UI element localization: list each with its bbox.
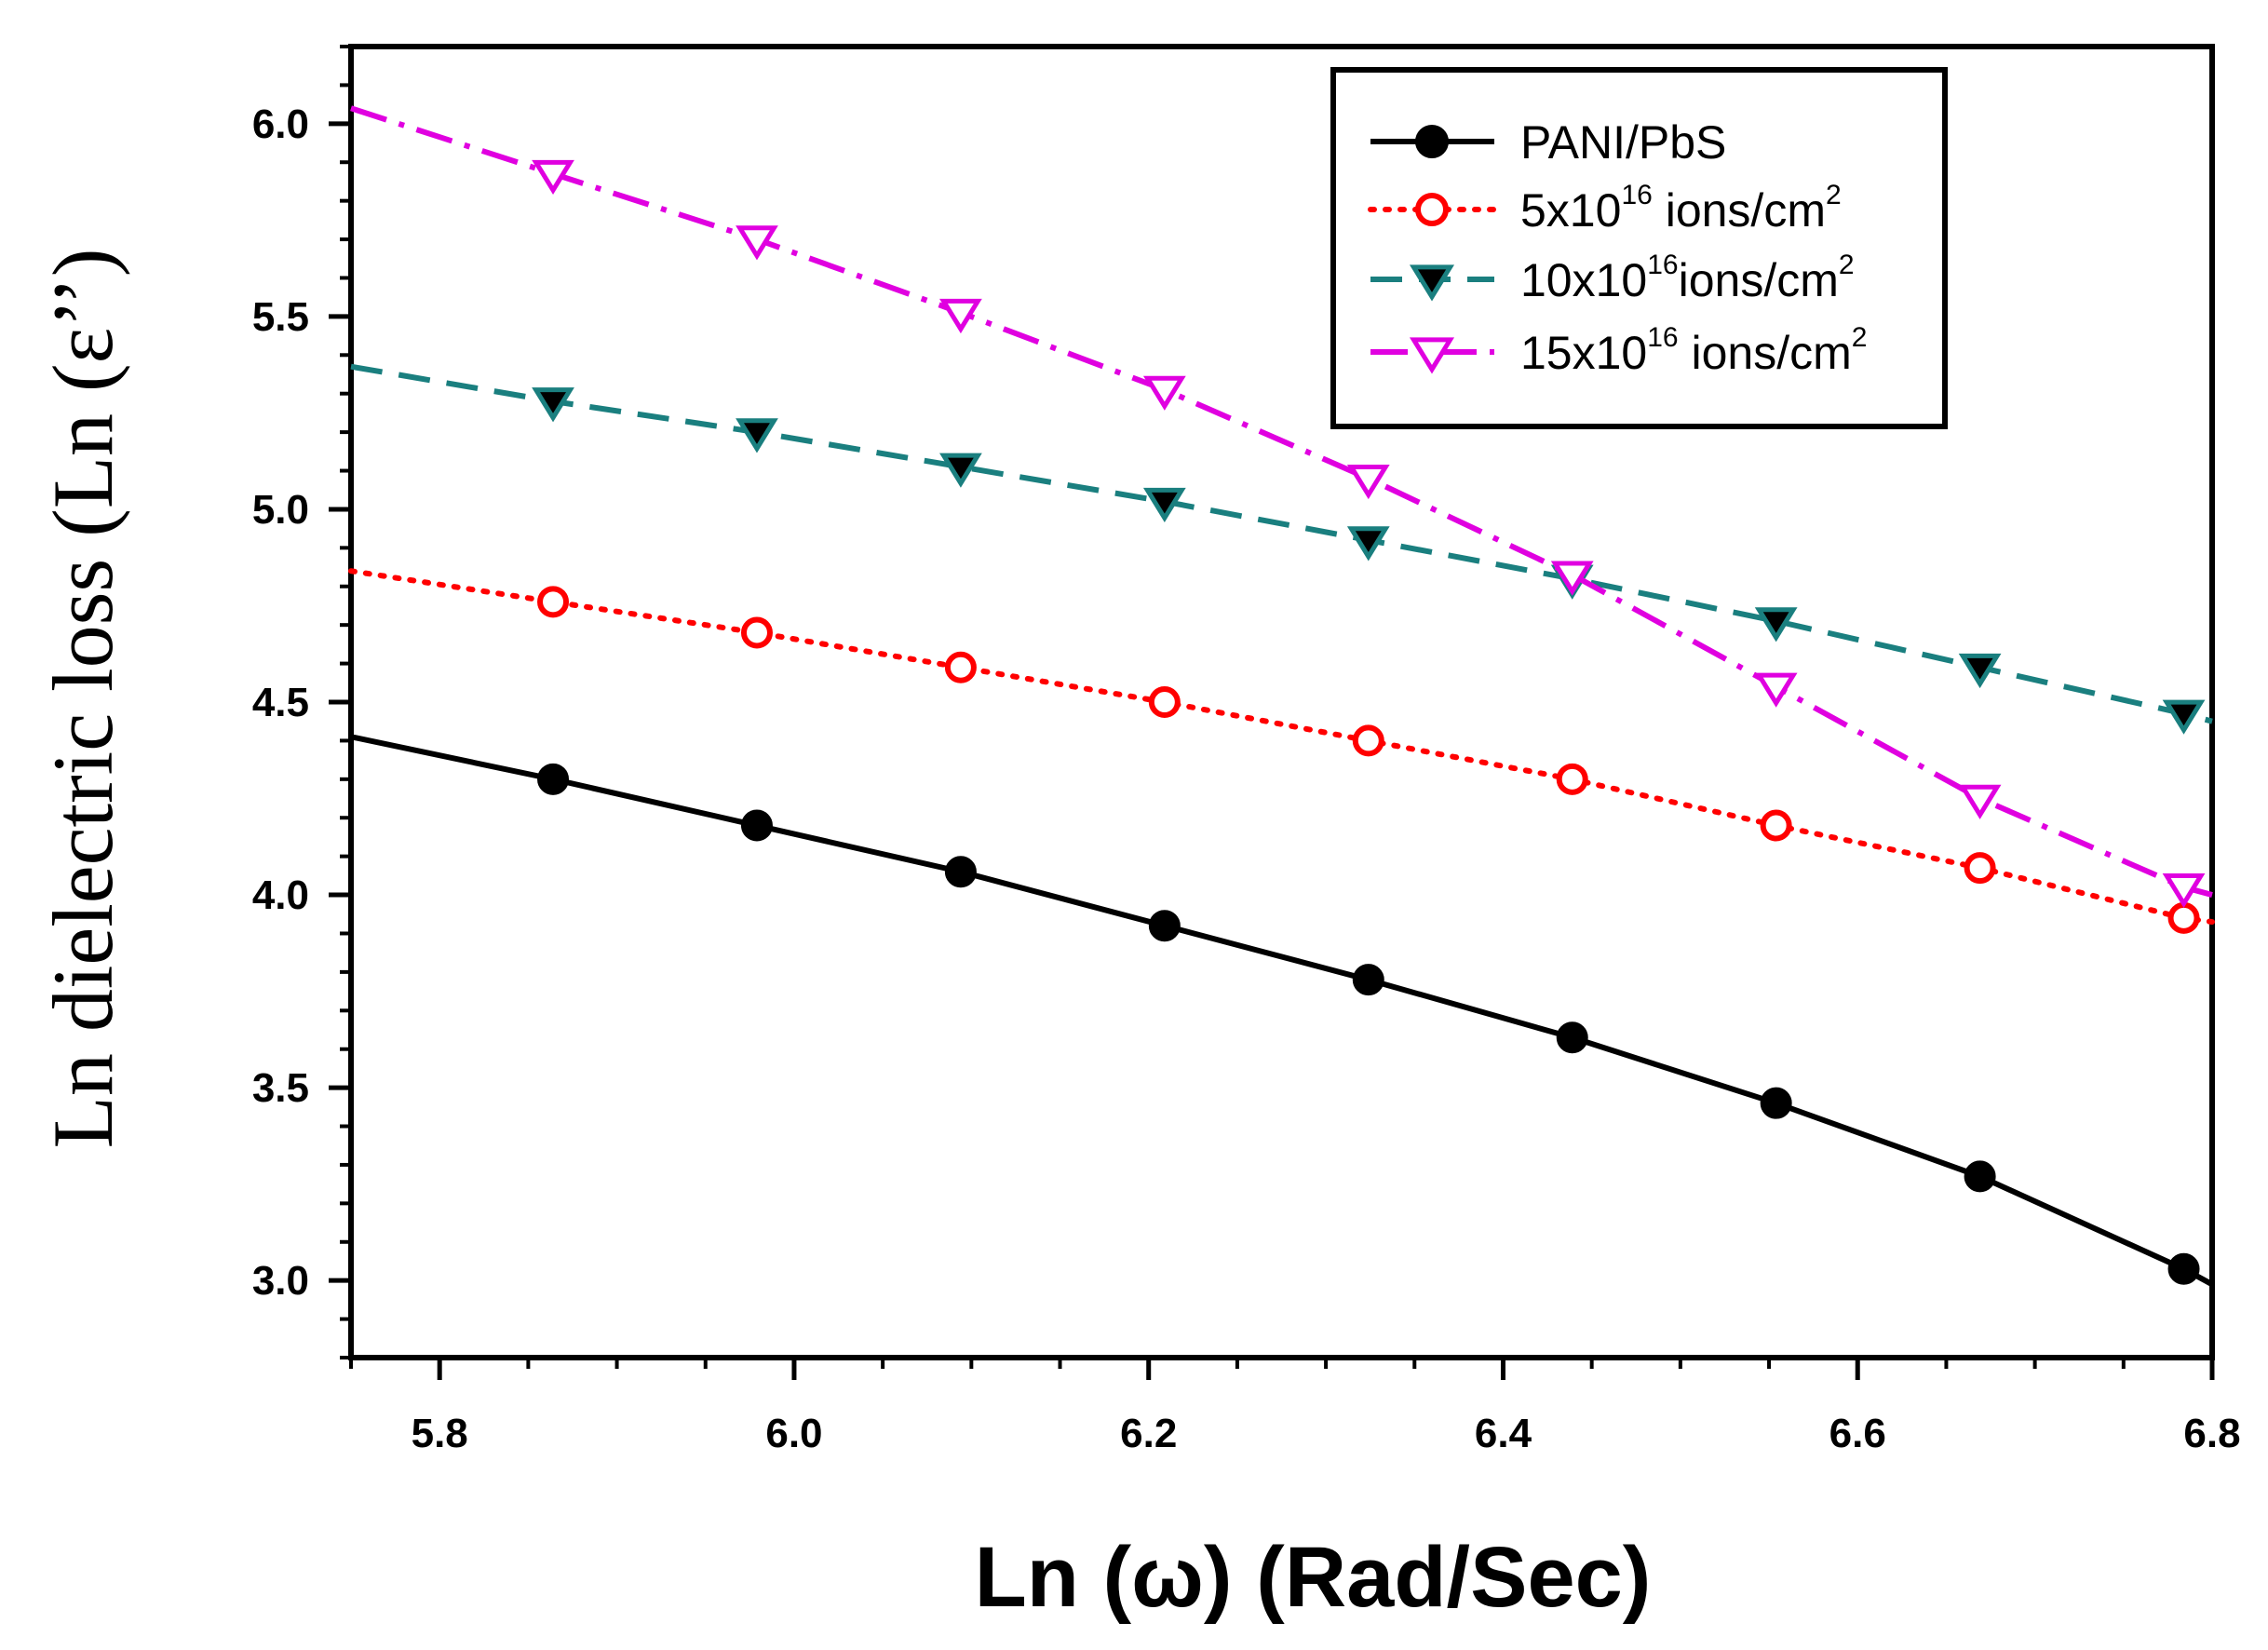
data-point [1760, 809, 1792, 842]
legend-label: 15x1016 ions/cm2 [1520, 322, 1867, 379]
x-axis-label: Ln (ω) (Rad/Sec) [975, 1530, 1652, 1625]
data-point [537, 763, 570, 795]
y-tick-label: 3.0 [252, 1258, 309, 1304]
data-point [1346, 526, 1390, 561]
data-point [1352, 964, 1384, 996]
data-point [1964, 852, 1996, 885]
x-tick-label: 6.2 [1120, 1411, 1177, 1456]
legend: PANI/PbS 5x1016 ions/cm2 10x1016ions/cm2 15… [1330, 67, 1948, 429]
data-point [1148, 686, 1181, 718]
legend-item-4: 15x1016 ions/cm2 [1370, 322, 1867, 379]
data-point [1352, 724, 1384, 757]
data-point [2167, 901, 2200, 934]
data-point [944, 651, 977, 683]
series-1 [350, 734, 2214, 1287]
series-3 [350, 363, 2213, 735]
legend-label: PANI/PbS [1520, 116, 1726, 169]
legend-label: 10x1016ions/cm2 [1520, 250, 1855, 306]
data-point [537, 586, 570, 618]
data-point [1556, 763, 1588, 795]
x-tick-label: 6.8 [2183, 1411, 2240, 1456]
y-tick-label: 4.5 [252, 680, 309, 725]
y-tick-label: 6.0 [252, 101, 309, 147]
data-point [1550, 561, 1594, 596]
data-point [1148, 910, 1181, 942]
data-point [1409, 337, 1455, 374]
series-2 [348, 568, 2215, 934]
data-point [1142, 375, 1186, 411]
data-point [939, 453, 982, 488]
data-point [740, 809, 773, 842]
data-point [944, 856, 977, 888]
legend-item-2: 5x1016 ions/cm2 [1368, 180, 1842, 237]
data-point [2162, 699, 2206, 735]
data-point [1409, 264, 1455, 302]
axis-ticks: 5.8 6.0 6.2 6.4 6.6 6.8 3.0 3.5 4.0 4.5 5.0 5.5 6.0 [252, 45, 2241, 1456]
data-point [1556, 1021, 1588, 1054]
data-point [736, 225, 778, 261]
data-point [532, 387, 574, 423]
data-point [1415, 193, 1449, 226]
data-point [1958, 653, 2002, 689]
data-point [1415, 125, 1449, 158]
y-tick-label: 3.5 [252, 1065, 309, 1111]
series-4 [350, 105, 2213, 909]
y-tick-label: 5.5 [252, 294, 309, 340]
data-point [939, 298, 982, 334]
series-layer [348, 105, 2215, 1287]
x-tick-label: 5.8 [412, 1411, 468, 1456]
data-point [736, 418, 778, 453]
data-point [1754, 607, 1798, 642]
y-tick-label: 4.0 [252, 872, 309, 918]
data-point [2162, 872, 2206, 909]
y-axis-label: Ln dielectric loss (Ln (ε’’) [35, 249, 130, 1149]
data-point [1760, 1087, 1792, 1119]
x-tick-label: 6.4 [1475, 1411, 1532, 1456]
data-point [1964, 1160, 1996, 1193]
data-point [1958, 784, 2002, 819]
y-tick-label: 5.0 [252, 487, 309, 533]
x-tick-label: 6.6 [1829, 1411, 1886, 1456]
data-point [1142, 487, 1186, 523]
data-point [1346, 464, 1390, 500]
data-point [532, 159, 574, 196]
data-point [740, 616, 773, 649]
data-point [2167, 1252, 2200, 1285]
x-tick-label: 6.0 [765, 1411, 822, 1456]
series-line [350, 105, 2213, 898]
legend-item-3: 10x1016ions/cm2 [1370, 250, 1855, 306]
data-point [1754, 672, 1798, 708]
legend-item-1: PANI/PbS [1370, 116, 1726, 169]
legend-label: 5x1016 ions/cm2 [1520, 180, 1842, 237]
